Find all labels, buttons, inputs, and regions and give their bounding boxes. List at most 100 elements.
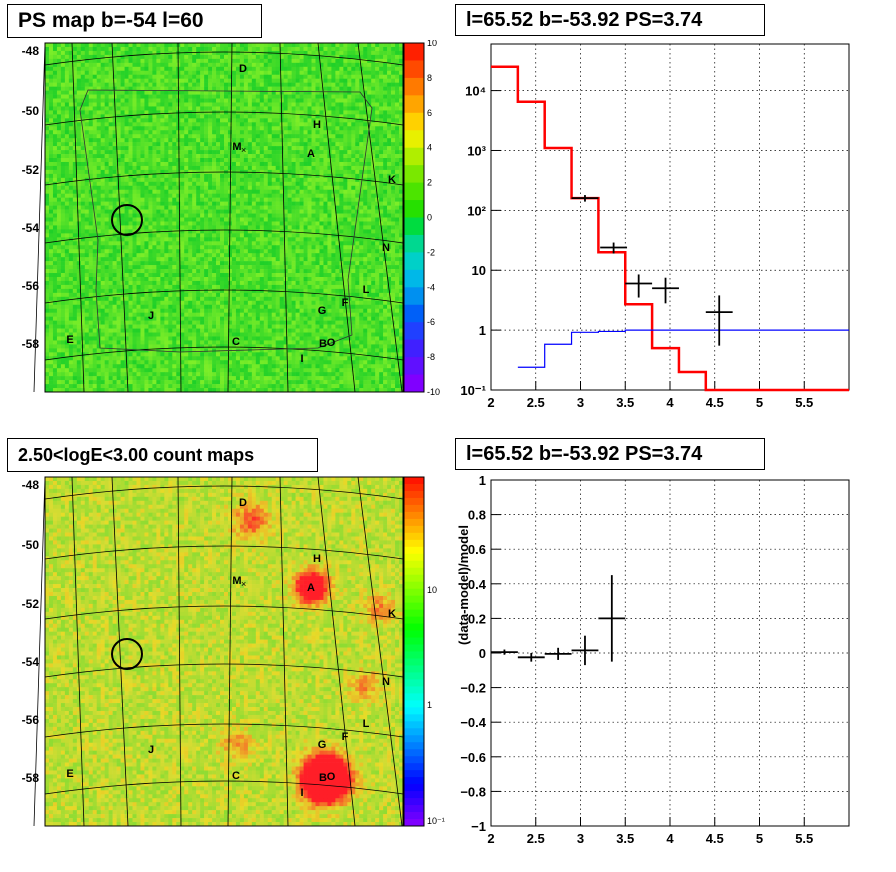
source-label: O xyxy=(327,337,336,349)
longitude-line xyxy=(317,42,356,393)
y-tick-label: -48 xyxy=(22,44,40,58)
longitude-line xyxy=(357,42,403,393)
y-tick-label: −0.8 xyxy=(460,784,486,799)
coordinate-grid xyxy=(33,476,404,827)
source-label: I xyxy=(300,353,303,365)
source-label: H xyxy=(313,119,321,131)
x-tick-label: 4.5 xyxy=(706,395,724,410)
color-scale-tick: 6 xyxy=(427,108,432,118)
longitude-line xyxy=(357,476,403,827)
coordinate-grid xyxy=(33,42,404,393)
x-tick-label: 5 xyxy=(756,395,763,410)
x-tick-label: 3 xyxy=(577,395,584,410)
y-tick-label: -54 xyxy=(22,655,40,669)
source-label: G xyxy=(318,305,327,317)
source-label: D xyxy=(239,497,247,509)
y-tick-label: -52 xyxy=(22,597,40,611)
source-label: F xyxy=(342,731,349,743)
source-label: G xyxy=(318,739,327,751)
source-position-marker xyxy=(111,638,143,670)
y-axis-label: (data-model)/model xyxy=(456,525,471,645)
x-tick-label: 3.5 xyxy=(616,395,634,410)
source-label: N xyxy=(382,242,390,254)
y-tick-label: −0.6 xyxy=(460,750,486,765)
y-tick-label: -54 xyxy=(22,221,40,235)
source-label: M xyxy=(232,141,241,153)
longitude-line xyxy=(71,42,85,393)
source-label: I xyxy=(300,787,303,799)
longitude-line xyxy=(279,476,289,827)
x-tick-label: 2.5 xyxy=(527,831,545,846)
longitude-line xyxy=(71,476,85,827)
source-label: K xyxy=(388,608,396,620)
color-scale-tick: 2 xyxy=(427,178,432,188)
y-tick-label: 0 xyxy=(479,646,486,661)
model-histogram xyxy=(517,329,849,368)
latitude-line xyxy=(44,229,404,244)
longitude-line xyxy=(317,476,356,827)
residual-title: l=65.52 b=-53.92 PS=3.74 xyxy=(455,438,765,470)
y-tick-label: −0.2 xyxy=(460,681,486,696)
color-scale-tick: 4 xyxy=(427,143,432,153)
y-tick-label: -50 xyxy=(22,104,40,118)
x-tick-label: 3.5 xyxy=(616,831,634,846)
x-tick-label: 2 xyxy=(487,395,494,410)
color-scale-tick: -10 xyxy=(427,387,440,397)
longitude-line xyxy=(227,42,233,393)
source-marker-cross: × xyxy=(241,145,246,155)
x-tick-label: 2.5 xyxy=(527,395,545,410)
source-label: E xyxy=(66,334,73,346)
y-tick-label: -56 xyxy=(22,713,40,727)
y-tick-label: 0.8 xyxy=(468,508,486,523)
color-scale-tick: 8 xyxy=(427,73,432,83)
y-tick-label: 0.2 xyxy=(468,611,486,626)
y-tick-label: −0.4 xyxy=(460,715,486,730)
latitude-line xyxy=(44,171,404,186)
y-tick-label: 10² xyxy=(467,203,486,218)
color-scale-tick: 0 xyxy=(427,213,432,223)
color-scale-frame xyxy=(403,42,425,393)
source-label: J xyxy=(148,744,154,756)
latitude-line xyxy=(44,51,404,66)
longitude-line xyxy=(111,42,129,393)
x-tick-label: 4 xyxy=(666,831,674,846)
latitude-line xyxy=(44,346,404,361)
x-tick-label: 4.5 xyxy=(706,831,724,846)
latitude-line xyxy=(44,545,404,560)
y-tick-label: −1 xyxy=(471,819,486,834)
longitude-line xyxy=(111,476,129,827)
map-pixels xyxy=(45,43,404,393)
y-tick-label: 10⁻¹ xyxy=(460,383,486,398)
roi-boundary xyxy=(79,89,373,353)
color-scale-tick: -8 xyxy=(427,352,435,362)
y-tick-label: 10³ xyxy=(467,143,486,158)
color-scale xyxy=(404,43,424,393)
longitude-line xyxy=(279,42,289,393)
source-label: C xyxy=(232,336,240,348)
latitude-line xyxy=(44,289,404,304)
y-tick-label: 1 xyxy=(479,323,486,338)
source-label: J xyxy=(148,310,154,322)
source-label: C xyxy=(232,770,240,782)
y-tick-label: -50 xyxy=(22,538,40,552)
source-label: H xyxy=(313,553,321,565)
latitude-line xyxy=(44,605,404,620)
count-map: DHMAKNLFGJECBOI×-48-50-52-54-56-58696663… xyxy=(22,476,445,827)
longitude-line xyxy=(33,42,46,393)
color-scale-tick: -2 xyxy=(427,247,435,257)
longitude-line xyxy=(227,476,233,827)
color-scale-frame xyxy=(403,476,425,827)
residual-plot: 2 2.5 3 3.5 4 4.5 5 5.5 1 0.8 0.6 0.4 0.2 0 −0.2 −0.4 −0… xyxy=(456,474,850,846)
spectrum-plot: 2 2.5 3 3.5 4 4.5 5 5.5 10⁻¹ 1 10 10² 10³ 10⁴ xyxy=(460,43,850,410)
y-tick-label: -58 xyxy=(22,337,40,351)
y-tick-label: 10 xyxy=(472,263,486,278)
x-tick-label: 5.5 xyxy=(795,395,813,410)
source-label: E xyxy=(66,768,73,780)
source-label: N xyxy=(382,676,390,688)
source-label: D xyxy=(239,63,247,75)
latitude-line xyxy=(44,723,404,738)
latitude-line xyxy=(44,485,404,500)
latitude-line xyxy=(44,780,404,795)
source-label: K xyxy=(388,174,396,186)
source-label: A xyxy=(307,148,315,160)
